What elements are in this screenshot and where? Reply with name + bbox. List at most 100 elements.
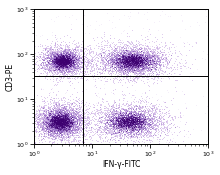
- Point: [72, 114, 75, 117]
- Point: [62, 125, 65, 128]
- Point: [51, 52, 55, 55]
- Point: [164, 104, 167, 107]
- Point: [58, 118, 62, 121]
- Point: [136, 47, 139, 50]
- Point: [58, 63, 62, 66]
- Point: [131, 57, 135, 60]
- Point: [66, 61, 70, 63]
- Point: [82, 63, 86, 66]
- Point: [91, 56, 95, 59]
- Point: [48, 123, 51, 126]
- Point: [50, 132, 53, 134]
- Point: [133, 59, 136, 62]
- Point: [128, 143, 132, 146]
- Point: [125, 110, 129, 113]
- Point: [59, 64, 63, 67]
- Point: [150, 49, 153, 52]
- Point: [139, 54, 143, 57]
- Point: [51, 125, 54, 128]
- Point: [120, 58, 124, 61]
- Point: [125, 129, 128, 131]
- Point: [116, 54, 119, 57]
- Point: [60, 121, 63, 124]
- Point: [84, 48, 87, 51]
- Point: [68, 126, 71, 129]
- Point: [119, 60, 123, 63]
- Point: [122, 63, 125, 66]
- Point: [74, 56, 77, 59]
- Point: [47, 128, 50, 131]
- Point: [59, 118, 63, 121]
- Point: [144, 62, 147, 65]
- Point: [116, 124, 120, 127]
- Point: [65, 115, 68, 118]
- Point: [62, 64, 65, 67]
- Point: [117, 62, 121, 64]
- Point: [134, 61, 137, 64]
- Point: [70, 132, 74, 135]
- Point: [54, 92, 57, 95]
- Point: [50, 60, 54, 63]
- Point: [154, 59, 157, 62]
- Point: [136, 56, 139, 59]
- Point: [50, 117, 53, 120]
- Point: [78, 53, 81, 56]
- Point: [59, 43, 62, 46]
- Point: [71, 122, 74, 125]
- Point: [130, 116, 133, 119]
- Point: [59, 117, 62, 120]
- Point: [134, 59, 137, 61]
- Point: [112, 58, 116, 61]
- Point: [143, 53, 147, 56]
- Point: [126, 59, 129, 62]
- Point: [118, 56, 121, 59]
- Point: [152, 133, 156, 135]
- Point: [117, 47, 121, 50]
- Point: [126, 61, 129, 64]
- Point: [127, 123, 131, 126]
- Point: [61, 128, 65, 131]
- Point: [141, 72, 145, 75]
- Point: [129, 130, 133, 132]
- Point: [125, 112, 128, 115]
- Point: [49, 58, 53, 61]
- Point: [50, 132, 53, 135]
- Point: [147, 51, 150, 53]
- Point: [69, 62, 72, 65]
- Point: [125, 57, 128, 60]
- Point: [93, 59, 96, 61]
- Point: [59, 123, 62, 126]
- Point: [65, 116, 68, 119]
- Point: [70, 129, 73, 132]
- Point: [58, 56, 62, 58]
- Point: [110, 90, 113, 93]
- Point: [47, 126, 51, 129]
- Point: [129, 124, 132, 127]
- Point: [65, 60, 68, 63]
- Point: [114, 61, 118, 63]
- Point: [65, 128, 68, 130]
- Point: [56, 58, 59, 61]
- Point: [62, 65, 66, 68]
- Point: [204, 112, 207, 115]
- Point: [67, 62, 70, 65]
- Point: [143, 57, 147, 59]
- Point: [73, 48, 77, 51]
- Point: [70, 42, 73, 45]
- Point: [71, 129, 74, 131]
- Point: [128, 53, 132, 56]
- Point: [77, 66, 81, 69]
- Point: [131, 115, 134, 117]
- Point: [63, 59, 66, 62]
- Point: [125, 59, 129, 62]
- Point: [140, 59, 143, 62]
- Point: [80, 76, 84, 79]
- Point: [58, 116, 62, 119]
- Point: [117, 117, 121, 120]
- Point: [51, 115, 55, 118]
- Point: [123, 29, 126, 32]
- Point: [43, 49, 47, 52]
- Point: [68, 121, 72, 124]
- Point: [119, 59, 122, 62]
- Point: [142, 56, 145, 58]
